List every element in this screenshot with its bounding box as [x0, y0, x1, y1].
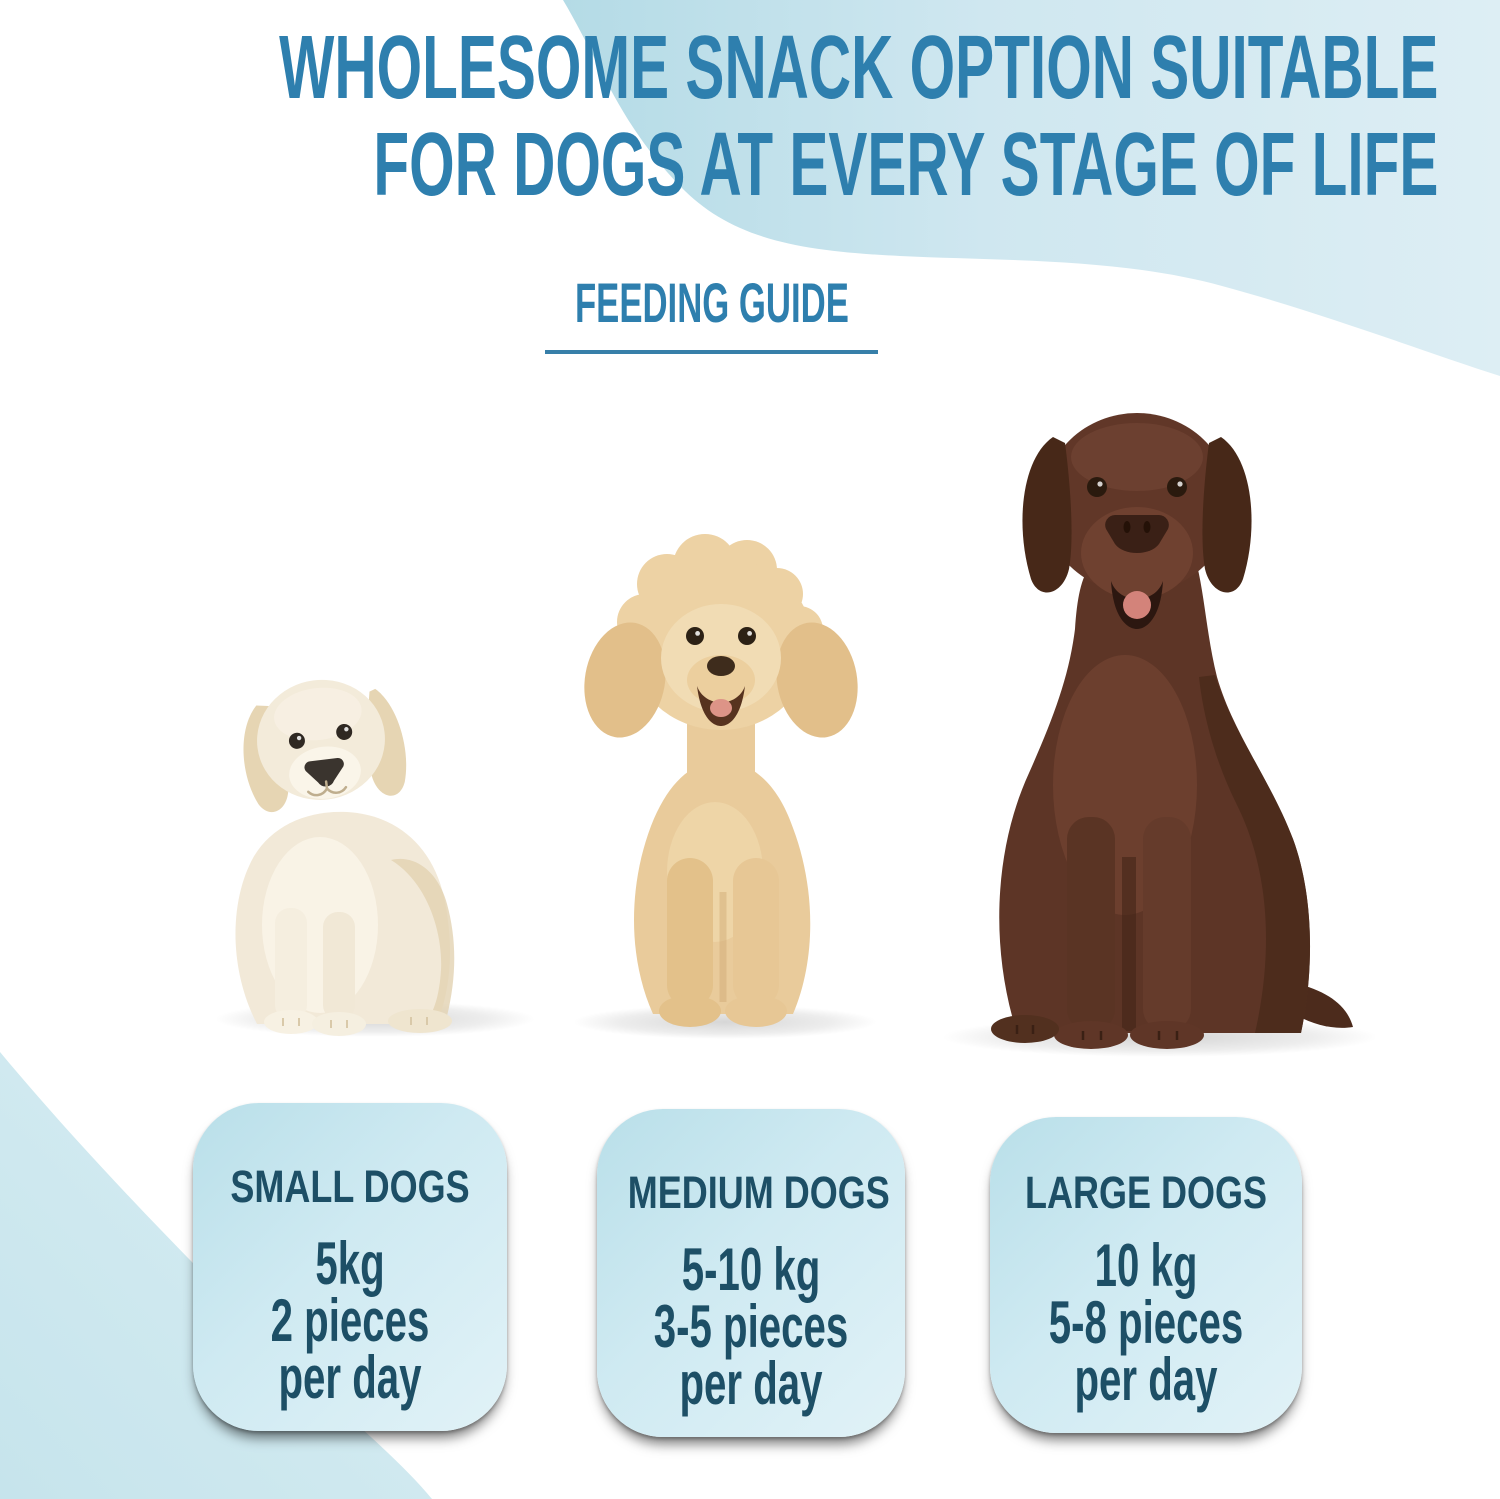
feeding-card-small-dogs: SMALL DOGS 5kg 2 pieces per day	[193, 1103, 507, 1431]
feeding-guide-underline	[545, 350, 878, 354]
headline-line-2: FOR DOGS AT EVERY STAGE OF LIFE	[372, 115, 1438, 215]
card-title: SMALL DOGS	[230, 1161, 470, 1212]
card-line: 5-10 kg	[681, 1236, 821, 1303]
large-labrador-photo	[942, 413, 1375, 1057]
card-lines: 10 kg 5-8 pieces per day	[990, 1232, 1302, 1413]
card-title: MEDIUM DOGS	[627, 1167, 890, 1218]
card-line: 5kg	[315, 1230, 385, 1297]
card-line: per day	[679, 1350, 823, 1417]
medium-poodle-photo	[573, 534, 877, 1039]
headline-line-1: WHOLESOME SNACK OPTION SUITABLE	[278, 18, 1438, 118]
card-line: per day	[1074, 1346, 1218, 1413]
card-lines: 5kg 2 pieces per day	[193, 1230, 507, 1411]
feeding-card-large-dogs: LARGE DOGS 10 kg 5-8 pieces per day	[990, 1117, 1302, 1433]
card-lines: 5-10 kg 3-5 pieces per day	[597, 1236, 905, 1417]
feeding-guide-title: FEEDING GUIDE	[575, 271, 849, 334]
headline: WHOLESOME SNACK OPTION SUITABLE FOR DOGS…	[0, 20, 1438, 214]
card-title: LARGE DOGS	[1024, 1167, 1268, 1218]
card-line: 3-5 pieces	[653, 1293, 849, 1360]
card-line: per day	[278, 1344, 422, 1411]
card-line: 10 kg	[1094, 1232, 1198, 1299]
dog-shadow	[573, 1005, 877, 1039]
feeding-card-medium-dogs: MEDIUM DOGS 5-10 kg 3-5 pieces per day	[597, 1109, 905, 1437]
card-line: 2 pieces	[270, 1287, 430, 1354]
feeding-guide-heading: FEEDING GUIDE	[0, 270, 1424, 335]
card-line: 5-8 pieces	[1048, 1289, 1244, 1356]
small-puppy-photo	[215, 679, 535, 1037]
